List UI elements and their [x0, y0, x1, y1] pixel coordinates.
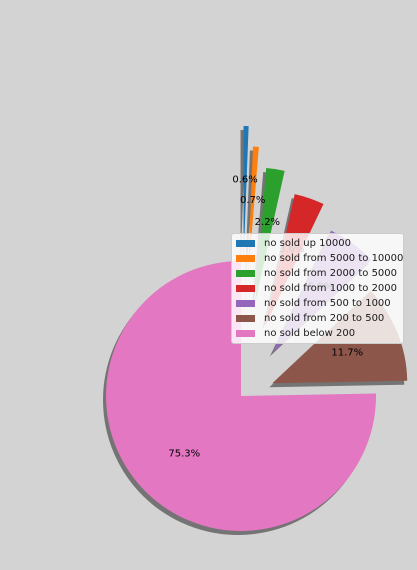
legend-swatch — [236, 285, 255, 292]
legend-item: no sold below 200 — [232, 326, 403, 341]
legend-item: no sold up 10000 — [232, 236, 403, 251]
legend-swatch — [236, 270, 255, 277]
legend-item: no sold from 500 to 1000 — [232, 296, 403, 311]
slice-label: 0.7% — [240, 195, 265, 206]
legend-swatch — [236, 330, 255, 337]
legend-label: no sold from 2000 to 5000 — [264, 268, 398, 279]
legend-item: no sold from 5000 to 10000 — [232, 251, 403, 266]
chart-legend: no sold up 10000 no sold from 5000 to 100… — [231, 233, 404, 344]
pie-slice — [243, 126, 249, 262]
legend-swatch — [236, 315, 255, 322]
slice-label: 2.2% — [255, 217, 280, 228]
legend-item: no sold from 2000 to 5000 — [232, 266, 403, 281]
pie-slice — [105, 261, 376, 532]
legend-label: no sold from 500 to 1000 — [264, 298, 391, 309]
legend-swatch — [236, 300, 255, 307]
slice-label: 11.7% — [331, 347, 363, 358]
slice-label: 75.3% — [168, 448, 200, 459]
legend-swatch — [236, 240, 255, 247]
legend-label: no sold up 10000 — [264, 238, 351, 249]
legend-label: no sold from 200 to 500 — [264, 313, 385, 324]
legend-label: no sold from 1000 to 2000 — [264, 283, 398, 294]
slice-label: 0.6% — [232, 175, 257, 186]
legend-label: no sold below 200 — [264, 328, 356, 339]
legend-swatch — [236, 255, 255, 262]
legend-item: no sold from 200 to 500 — [232, 311, 403, 326]
legend-item: no sold from 1000 to 2000 — [232, 281, 403, 296]
legend-label: no sold from 5000 to 10000 — [264, 253, 404, 264]
